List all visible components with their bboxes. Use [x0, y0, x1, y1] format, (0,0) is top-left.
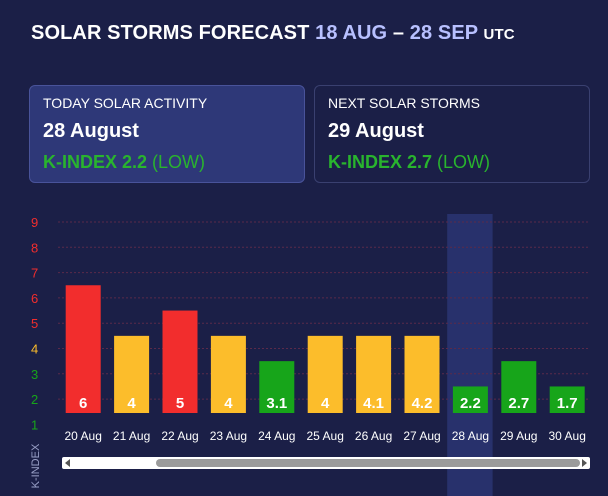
highlighted-column: [447, 214, 493, 496]
page-title: SOLAR STORMS FORECAST 18 AUG – 28 SEP UT…: [31, 22, 515, 45]
date-range-start: 18 AUG: [315, 22, 388, 44]
y-tick-label: 6: [31, 291, 38, 306]
bar-value-label: 4: [224, 395, 233, 412]
bar-24-aug: [259, 361, 295, 413]
next-kindex-level: (LOW): [437, 152, 491, 172]
next-card-label: NEXT SOLAR STORMS: [328, 95, 480, 111]
next-card-date: 29 August: [328, 120, 424, 142]
today-kindex-level: (LOW): [152, 152, 206, 172]
bar-value-label: 3.1: [266, 395, 287, 412]
bar-27-aug: [404, 335, 440, 413]
scroll-right-arrow-icon[interactable]: [582, 459, 587, 467]
bar-20-aug: [65, 285, 101, 413]
y-tick-label: 5: [31, 316, 38, 331]
timezone-label: UTC: [483, 26, 515, 43]
next-card-kindex: K-INDEX 2.7 (LOW): [328, 152, 575, 173]
y-tick-label: 2: [31, 392, 38, 407]
today-kindex-value: K-INDEX 2.2: [43, 152, 148, 172]
bar-value-label: 4.2: [412, 395, 433, 412]
x-tick-label: 23 Aug: [210, 429, 247, 443]
x-tick-label: 27 Aug: [403, 429, 440, 443]
next-kindex-value: K-INDEX 2.7: [328, 152, 433, 172]
x-tick-label: 28 Aug: [452, 429, 489, 443]
x-tick-label: 22 Aug: [161, 429, 198, 443]
x-tick-label: 21 Aug: [113, 429, 150, 443]
bar-29-aug: [501, 361, 537, 413]
next-storms-card: NEXT SOLAR STORMS 29 August K-INDEX 2.7 …: [314, 85, 590, 183]
bar-30-aug: [549, 386, 585, 413]
bar-26-aug: [356, 335, 392, 413]
date-range-end: 28 SEP: [409, 22, 478, 44]
bar-value-label: 4: [127, 395, 136, 412]
x-tick-label: 24 Aug: [258, 429, 295, 443]
chart-horizontal-scrollbar[interactable]: [62, 457, 590, 469]
date-range-dash: –: [392, 22, 405, 44]
y-axis-label: K-INDEX: [30, 443, 42, 488]
bar-value-label: 2.7: [508, 395, 529, 412]
bar-25-aug: [307, 335, 343, 413]
kindex-bar-chart: 1 2 3 4 5 6 7 8 9 6 20 Aug 4 21 Aug 5 22 Aug 4 23 Aug 3.1…: [0, 200, 608, 496]
y-tick-label: 4: [31, 342, 38, 357]
chart-svg: 1 2 3 4 5 6 7 8 9 6 20 Aug 4 21 Aug 5 22 Aug 4 23 Aug 3.1…: [30, 214, 590, 496]
x-tick-label: 20 Aug: [65, 429, 102, 443]
y-tick-label: 7: [31, 266, 38, 281]
x-tick-label: 29 Aug: [500, 429, 537, 443]
bar-23-aug: [210, 335, 246, 413]
scrollbar-thumb[interactable]: [156, 459, 580, 467]
bar-value-label: 4.1: [363, 395, 384, 412]
bar-value-label: 1.7: [557, 395, 578, 412]
bar-28-aug: [452, 386, 488, 413]
x-tick-label: 25 Aug: [307, 429, 344, 443]
scroll-left-arrow-icon[interactable]: [65, 459, 70, 467]
today-card-kindex: K-INDEX 2.2 (LOW): [43, 152, 290, 173]
bar-value-label: 5: [176, 395, 184, 412]
y-tick-label: 3: [31, 367, 38, 382]
bar-value-label: 2.2: [460, 395, 481, 412]
y-tick-label: 8: [31, 240, 38, 255]
title-main: SOLAR STORMS FORECAST: [31, 22, 310, 44]
bar-21-aug: [114, 335, 150, 413]
x-tick-label: 26 Aug: [355, 429, 392, 443]
x-tick-label: 30 Aug: [549, 429, 586, 443]
bar-value-label: 6: [79, 395, 87, 412]
today-card-date: 28 August: [43, 120, 139, 142]
today-activity-card: TODAY SOLAR ACTIVITY 28 August K-INDEX 2…: [29, 85, 305, 183]
bar-value-label: 4: [321, 395, 330, 412]
today-card-label: TODAY SOLAR ACTIVITY: [43, 95, 208, 111]
y-tick-label: 9: [31, 215, 38, 230]
bar-22-aug: [162, 310, 198, 413]
y-tick-label: 1: [31, 417, 38, 432]
